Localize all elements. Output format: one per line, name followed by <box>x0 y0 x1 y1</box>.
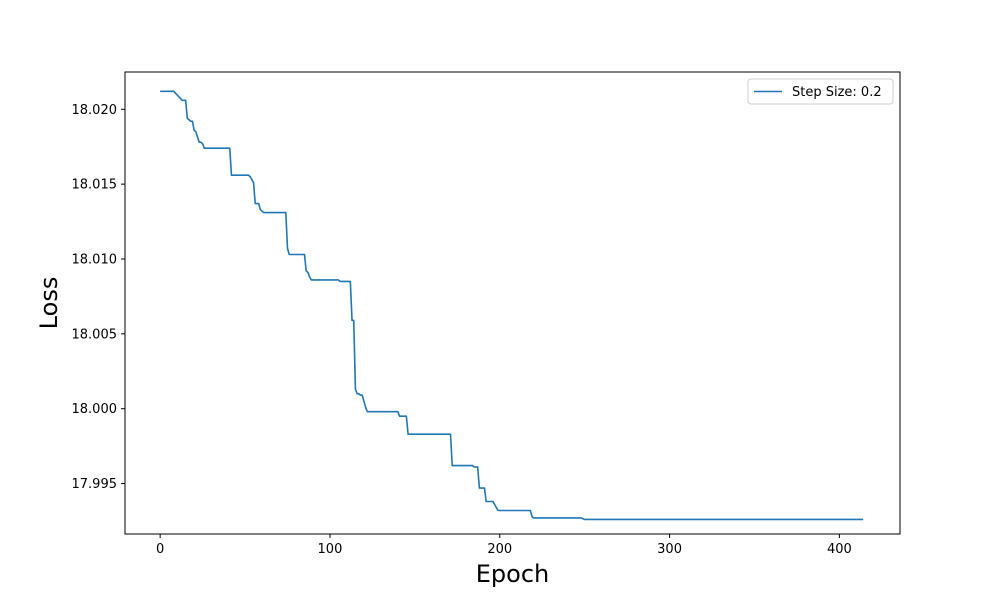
x-axis-ticks: 0 100 200 300 400 <box>156 534 852 557</box>
legend: Step Size: 0.2 <box>747 78 894 105</box>
axes-frame <box>124 71 901 535</box>
x-tick-label: 0 <box>156 542 164 557</box>
plot-area <box>160 90 864 521</box>
y-axis-label: Loss <box>35 277 63 330</box>
x-axis-label: Epoch <box>476 560 550 588</box>
legend-box <box>747 78 894 105</box>
y-tick-label: 17.995 <box>72 477 118 492</box>
y-tick-label: 18.020 <box>72 103 118 118</box>
y-axis-ticks: 17.995 18.000 18.005 18.010 18.015 18.020 <box>72 103 125 492</box>
y-tick-label: 18.010 <box>72 252 118 267</box>
y-tick-label: 18.005 <box>72 327 118 342</box>
series-line-0 <box>160 90 864 521</box>
y-tick-label: 18.015 <box>72 178 118 193</box>
y-tick-label: 18.000 <box>72 402 118 417</box>
x-tick-label: 300 <box>657 542 682 557</box>
x-tick-label: 200 <box>487 542 512 557</box>
legend-entry-label: Step Size: 0.2 <box>792 85 882 100</box>
x-tick-label: 100 <box>318 542 343 557</box>
x-tick-label: 400 <box>827 542 852 557</box>
